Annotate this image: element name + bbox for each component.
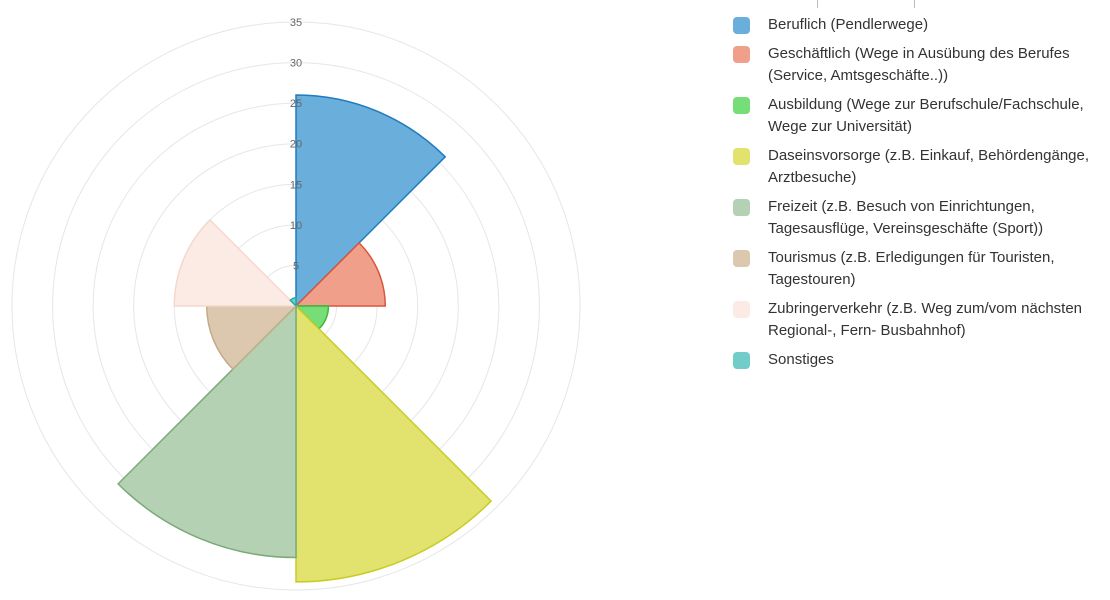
r-tick-label: 5 — [293, 260, 299, 272]
legend-item[interactable]: Beruflich (Pendlerwege) — [733, 16, 1103, 36]
legend-item[interactable]: Ausbildung (Wege zur Berufschule/Fachsch… — [733, 96, 1103, 138]
legend-item[interactable]: Tourismus (z.B. Erledigungen für Tourist… — [733, 249, 1103, 291]
legend-swatch — [733, 250, 750, 267]
r-tick-label: 20 — [290, 139, 302, 151]
legend-swatch — [733, 148, 750, 165]
r-tick-label: 10 — [290, 220, 302, 232]
r-tick-label: 15 — [290, 179, 302, 191]
polar-segment[interactable] — [295, 94, 447, 308]
legend-label: Sonstiges — [768, 351, 834, 368]
divider — [817, 0, 818, 8]
legend-swatch — [733, 352, 750, 369]
legend: Beruflich (Pendlerwege) Geschäftlich (Weg… — [733, 16, 1103, 380]
polar-segment[interactable] — [289, 297, 297, 308]
legend-label: Tourismus (z.B. Erledigungen für Tourist… — [768, 249, 1055, 288]
r-tick-label: 30 — [290, 58, 302, 70]
legend-label: Geschäftlich (Wege in Ausübung des Beruf… — [768, 45, 1070, 84]
legend-swatch — [733, 301, 750, 318]
legend-swatch — [733, 46, 750, 63]
polar-segment[interactable] — [205, 305, 298, 371]
legend-label: Ausbildung (Wege zur Berufschule/Fachsch… — [768, 96, 1084, 135]
legend-label: Daseinsvorsorge (z.B. Einkauf, Behördeng… — [768, 147, 1090, 186]
polar-segment[interactable] — [173, 218, 298, 307]
polar-segment[interactable] — [295, 304, 493, 583]
legend-swatch — [733, 199, 750, 216]
r-tick-label: 25 — [290, 98, 302, 110]
polar-segment[interactable] — [294, 241, 387, 307]
divider — [914, 0, 915, 8]
legend-label: Beruflich (Pendlerwege) — [768, 16, 929, 33]
legend-item[interactable]: Sonstiges — [733, 351, 1103, 371]
polar-segment[interactable] — [117, 304, 297, 559]
legend-label: Freizeit (z.B. Besuch von Einrichtungen,… — [768, 198, 1044, 237]
legend-item[interactable]: Geschäftlich (Wege in Ausübung des Beruf… — [733, 45, 1103, 87]
legend-swatch — [733, 17, 750, 34]
r-tick-label: 35 — [290, 17, 302, 29]
legend-swatch — [733, 97, 750, 114]
legend-item[interactable]: Freizeit (z.B. Besuch von Einrichtungen,… — [733, 198, 1103, 240]
grid-ring — [11, 21, 581, 591]
legend-item[interactable]: Zubringerverkehr (z.B. Weg zum/vom nächs… — [733, 300, 1103, 342]
polar-area-chart: 5 10 15 20 25 30 35 — [11, 17, 581, 591]
legend-label: Zubringerverkehr (z.B. Weg zum/vom nächs… — [768, 300, 1083, 339]
legend-item[interactable]: Daseinsvorsorge (z.B. Einkauf, Behördeng… — [733, 147, 1103, 189]
